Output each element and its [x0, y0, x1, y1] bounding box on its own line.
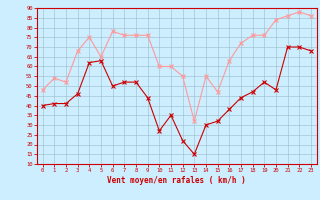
X-axis label: Vent moyen/en rafales ( km/h ): Vent moyen/en rafales ( km/h ) [108, 176, 246, 185]
